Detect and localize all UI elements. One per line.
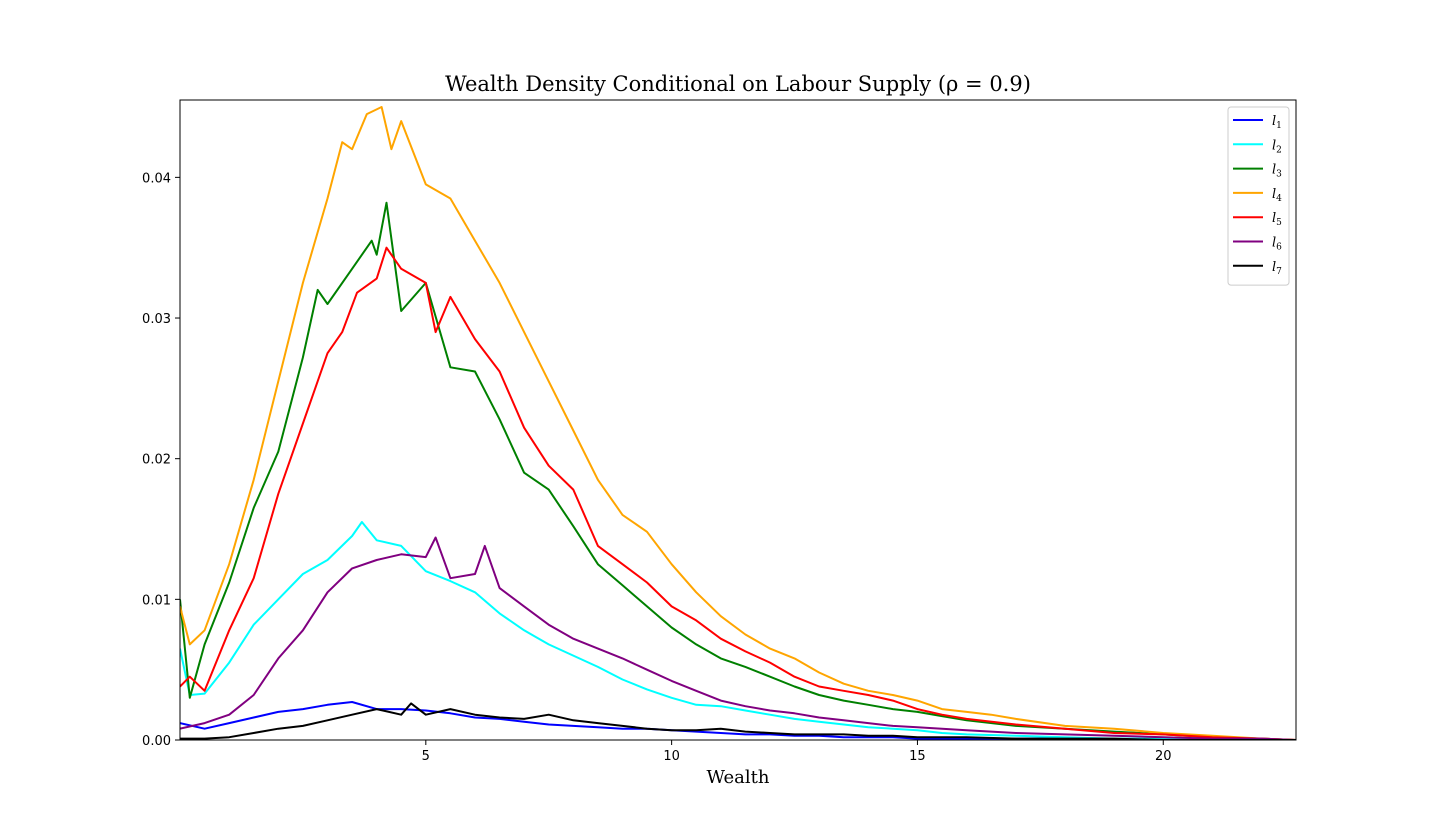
x-tick-label: 15 bbox=[909, 749, 926, 764]
legend-label: l1 bbox=[1272, 114, 1282, 131]
x-tick-label: 5 bbox=[422, 749, 430, 764]
y-tick-label: 0.01 bbox=[142, 593, 171, 608]
legend-entry-l5: l5 bbox=[1233, 211, 1282, 228]
y-tick-label: 0.00 bbox=[142, 734, 171, 749]
legend-label: l6 bbox=[1272, 236, 1282, 253]
x-axis-label: Wealth bbox=[707, 767, 770, 788]
y-tick-label: 0.04 bbox=[142, 171, 171, 186]
series-line-l2 bbox=[180, 521, 1296, 740]
x-tick-label: 20 bbox=[1155, 749, 1172, 764]
series-line-l4 bbox=[180, 106, 1296, 740]
plot-area: 5 10 15 20 0.00 0.01 0.02 0.03 0.04 bbox=[142, 99, 1297, 764]
legend-entry-l3: l3 bbox=[1233, 163, 1282, 180]
series-line-l7 bbox=[180, 702, 1296, 740]
y-tick-label: 0.03 bbox=[142, 312, 171, 327]
chart-title: Wealth Density Conditional on Labour Sup… bbox=[445, 72, 1031, 96]
x-tick-label: 10 bbox=[663, 749, 680, 764]
y-tick-label: 0.02 bbox=[142, 453, 171, 468]
legend-entry-l2: l2 bbox=[1233, 138, 1282, 155]
legend-entry-l4: l4 bbox=[1233, 187, 1282, 204]
legend-entry-l6: l6 bbox=[1233, 236, 1282, 253]
series-line-l6 bbox=[180, 536, 1296, 740]
legend-label: l2 bbox=[1272, 138, 1282, 155]
series-line-l5 bbox=[180, 246, 1296, 740]
legend-label: l3 bbox=[1272, 163, 1282, 180]
legend-label: l7 bbox=[1272, 260, 1282, 277]
legend-entry-l7: l7 bbox=[1233, 260, 1282, 277]
legend-entry-l1: l1 bbox=[1233, 114, 1282, 131]
series-lines bbox=[180, 106, 1296, 740]
legend-label: l5 bbox=[1272, 211, 1282, 228]
series-line-l3 bbox=[180, 201, 1296, 740]
legend-label: l4 bbox=[1272, 187, 1282, 204]
legend: l1 l2 l3 l4 l5 l6 l7 bbox=[1227, 106, 1290, 286]
axes-frame bbox=[179, 99, 1297, 741]
